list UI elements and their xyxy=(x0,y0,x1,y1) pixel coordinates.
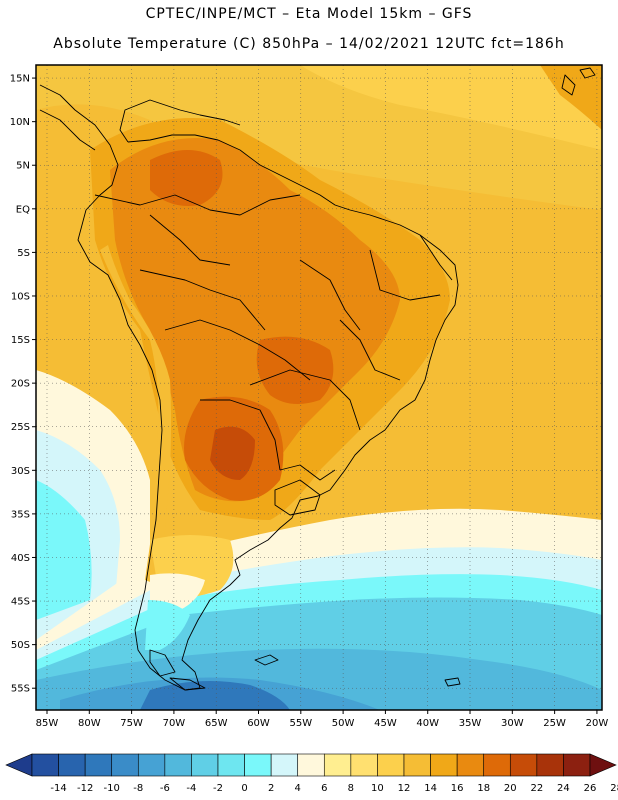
colorbar-bin xyxy=(536,753,564,777)
colorbar-label: 0 xyxy=(241,783,247,794)
colorbar-bin xyxy=(456,753,485,777)
colorbar-label: -8 xyxy=(133,783,143,794)
colorbar-label: -4 xyxy=(186,783,196,794)
colorbar-label: -2 xyxy=(213,783,223,794)
colorbar-label: 2 xyxy=(268,783,274,794)
lat-label: 55S xyxy=(11,684,30,695)
colorbar-bin xyxy=(377,753,405,777)
colorbar-bin xyxy=(58,753,86,777)
lon-label: 20W xyxy=(586,718,609,729)
colorbar-label: 12 xyxy=(398,783,411,794)
lon-label: 85W xyxy=(36,718,59,729)
colorbar-label: 10 xyxy=(371,783,384,794)
colorbar-bin xyxy=(297,753,325,777)
lon-label: 80W xyxy=(78,718,101,729)
colorbar-bin xyxy=(191,753,219,777)
coastlines xyxy=(39,67,596,691)
lat-label: 10N xyxy=(10,117,30,128)
colorbar-bin xyxy=(244,753,272,777)
colorbar-bin xyxy=(137,753,166,777)
lat-label: 30S xyxy=(11,466,30,477)
lon-label: 30W xyxy=(501,718,524,729)
colorbar-label: -10 xyxy=(104,783,120,794)
colorbar-min-arrow xyxy=(5,753,33,777)
colorbar-bin xyxy=(84,753,113,777)
lon-label: 25W xyxy=(543,718,566,729)
lon-label: 45W xyxy=(374,718,397,729)
temperature-field xyxy=(36,65,602,710)
colorbar-label: 16 xyxy=(451,783,464,794)
latitude-labels: 15N 10N 5N EQ 5S 10S 15S 20S 25S 30S 35S 40S 45S 50S 5… xyxy=(10,74,36,695)
colorbar-bin xyxy=(111,753,139,777)
lat-label: 5N xyxy=(16,161,30,172)
colorbar-bin xyxy=(164,753,192,777)
colorbar-label: 18 xyxy=(477,783,490,794)
lat-label: 50S xyxy=(11,640,30,651)
lat-label: EQ xyxy=(16,204,30,215)
colorbar-label: 14 xyxy=(424,783,437,794)
colorbar-label: -12 xyxy=(77,783,93,794)
colorbar-label: 6 xyxy=(321,783,327,794)
colorbar-bin xyxy=(430,753,458,777)
lon-label: 70W xyxy=(163,718,186,729)
colorbar-label: 26 xyxy=(584,783,597,794)
map-frame xyxy=(35,64,603,711)
colorbar-bin xyxy=(509,753,538,777)
lat-label: 10S xyxy=(11,291,30,302)
colorbar-bin xyxy=(270,753,299,777)
lon-label: 40W xyxy=(416,718,439,729)
colorbar-label: 28 xyxy=(610,783,618,794)
lat-label: 20S xyxy=(11,379,30,390)
colorbar-bin xyxy=(483,753,511,777)
colorbar-label: 8 xyxy=(348,783,354,794)
lat-label: 5S xyxy=(17,248,30,259)
lat-label: 35S xyxy=(11,509,30,520)
chart-title-line1: CPTEC/INPE/MCT – Eta Model 15km – GFS xyxy=(145,6,473,22)
colorbar-bin xyxy=(323,753,352,777)
lon-label: 65W xyxy=(205,718,228,729)
lon-label: 50W xyxy=(332,718,355,729)
lat-label: 40S xyxy=(11,553,30,564)
colorbar-label: 20 xyxy=(504,783,517,794)
colorbar-label: 22 xyxy=(530,783,543,794)
longitude-labels: 85W 80W 75W 70W 65W 60W 55W 50W 45W 40W 35W 30W 25W 2… xyxy=(36,710,609,729)
lon-label: 75W xyxy=(120,718,143,729)
colorbar-labels: -14 -12 -10 -8 -6 -4 -2 0 2 4 6 8 10 12 14 16 18 20 22 24 26… xyxy=(50,783,618,794)
lon-label: 35W xyxy=(459,718,482,729)
colorbar-bin xyxy=(217,753,245,777)
colorbar xyxy=(5,753,617,777)
colorbar-bin xyxy=(563,753,591,777)
lat-label: 15S xyxy=(11,335,30,346)
lat-label: 15N xyxy=(10,74,30,85)
colorbar-max-arrow xyxy=(589,753,617,777)
lat-label: 45S xyxy=(11,597,30,608)
lon-label: 55W xyxy=(289,718,312,729)
colorbar-label: 24 xyxy=(557,783,570,794)
lon-label: 60W xyxy=(247,718,270,729)
colorbar-bin xyxy=(350,753,378,777)
colorbar-label: -6 xyxy=(160,783,170,794)
colorbar-bin xyxy=(403,753,431,777)
lat-label: 25S xyxy=(11,422,30,433)
colorbar-label: 4 xyxy=(295,783,301,794)
colorbar-label: -14 xyxy=(50,783,66,794)
chart-title-line2: Absolute Temperature (C) 850hPa – 14/02/… xyxy=(53,36,565,52)
colorbar-bin xyxy=(31,753,59,777)
